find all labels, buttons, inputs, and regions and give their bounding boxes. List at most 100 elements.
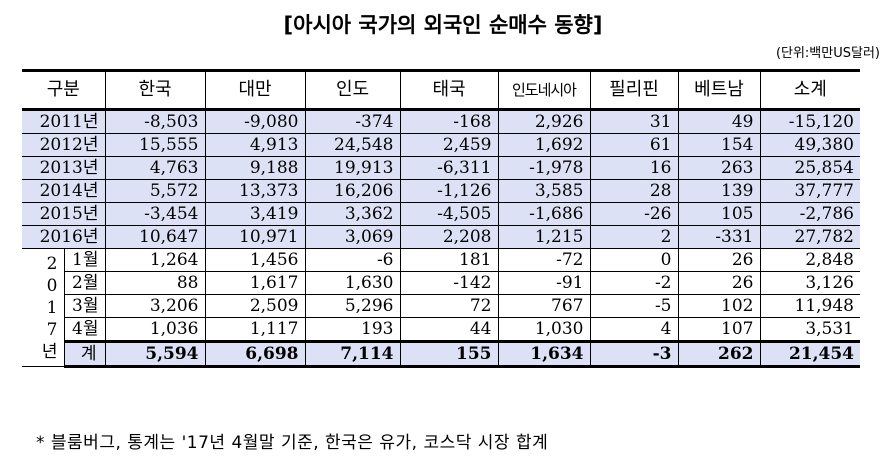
table-row-2017-apr: 4월 1,036 1,117 193 44 1,030 4 107 3,531 [22, 317, 860, 342]
cell: 1,630 [304, 271, 401, 295]
year-char: 2 [46, 253, 58, 274]
year-char: 7 [46, 319, 58, 340]
cell: 9,188 [204, 156, 306, 180]
header-thailand: 태국 [399, 69, 499, 111]
cell: 49,380 [759, 133, 860, 157]
cell: -142 [399, 271, 499, 295]
cell: 31 [589, 109, 679, 134]
page-title: [아시아 국가의 외국인 순매수 동향] [283, 13, 603, 37]
cell: 26 [677, 271, 761, 295]
cell: 5,594 [104, 340, 206, 368]
cell: 4,763 [104, 156, 206, 180]
cell: 2,459 [399, 133, 499, 157]
cell: 3,419 [204, 202, 306, 226]
cell: 263 [677, 156, 761, 180]
table-row-2012: 2012년 15,555 4,913 24,548 2,459 1,692 61… [22, 133, 860, 157]
net-buying-table: 구분 한국 대만 인도 태국 인도네시아 필리핀 베트남 소계 2011년 -8… [22, 69, 860, 368]
table-row-2011: 2011년 -8,503 -9,080 -374 -168 2,926 31 4… [22, 109, 860, 134]
cell: 2 [589, 225, 679, 249]
cell: 107 [677, 317, 761, 342]
cell: 37,777 [759, 179, 860, 203]
row-label: 2013년 [22, 156, 106, 180]
cell: 193 [304, 317, 401, 342]
cell: 1,036 [104, 317, 206, 342]
cell: 27,782 [759, 225, 860, 249]
cell: 1,456 [204, 248, 306, 272]
header-korea: 한국 [104, 69, 206, 111]
cell: -1,978 [497, 156, 591, 180]
table-row-2017-total: 계 5,594 6,698 7,114 155 1,634 -3 262 21,… [22, 340, 860, 368]
cell: 2,926 [497, 109, 591, 134]
header-vietnam: 베트남 [677, 69, 761, 111]
cell: 72 [399, 294, 499, 318]
cell: 3,585 [497, 179, 591, 203]
cell: 262 [677, 340, 761, 368]
cell: 24,548 [304, 133, 401, 157]
table-row-2017-feb: 2월 88 1,617 1,630 -142 -91 -2 26 3,126 [22, 271, 860, 295]
year-char: 년 [41, 341, 58, 362]
cell: 16,206 [304, 179, 401, 203]
cell: 154 [677, 133, 761, 157]
cell: 4 [589, 317, 679, 342]
cell: 2,208 [399, 225, 499, 249]
row-label: 2011년 [22, 109, 106, 134]
cell: -1,126 [399, 179, 499, 203]
cell: 28 [589, 179, 679, 203]
table-row-2015: 2015년 -3,454 3,419 3,362 -4,505 -1,686 -… [22, 202, 860, 226]
cell: 2,848 [759, 248, 860, 272]
cell: 3,362 [304, 202, 401, 226]
row-label: 2012년 [22, 133, 106, 157]
cell: 13,373 [204, 179, 306, 203]
month-label: 3월 [63, 294, 106, 318]
table-row-2017-mar: 3월 3,206 2,509 5,296 72 767 -5 102 11,94… [22, 294, 860, 318]
cell: 1,030 [497, 317, 591, 342]
cell: -15,120 [759, 109, 860, 134]
cell: -4,505 [399, 202, 499, 226]
cell: 767 [497, 294, 591, 318]
cell: 1,692 [497, 133, 591, 157]
cell: -8,503 [104, 109, 206, 134]
cell: -91 [497, 271, 591, 295]
cell: 15,555 [104, 133, 206, 157]
header-subtotal: 소계 [759, 69, 860, 111]
cell: -331 [677, 225, 761, 249]
cell: 3,126 [759, 271, 860, 295]
header-indonesia: 인도네시아 [497, 69, 591, 111]
cell: 3,206 [104, 294, 206, 318]
total-label: 계 [63, 340, 106, 368]
cell: 1,634 [497, 340, 591, 368]
cell: 44 [399, 317, 499, 342]
month-label: 2월 [63, 271, 106, 295]
header-philippines: 필리핀 [589, 69, 679, 111]
cell: 16 [589, 156, 679, 180]
month-label: 4월 [63, 317, 106, 342]
cell: -374 [304, 109, 401, 134]
cell: -6 [304, 248, 401, 272]
cell: -9,080 [204, 109, 306, 134]
cell: 7,114 [304, 340, 401, 368]
header-row: 구분 한국 대만 인도 태국 인도네시아 필리핀 베트남 소계 [22, 69, 860, 111]
cell: -6,311 [399, 156, 499, 180]
unit-label: (단위:백만US달러) [775, 46, 880, 61]
cell: 155 [399, 340, 499, 368]
year-char: 1 [46, 297, 58, 318]
cell: 0 [589, 248, 679, 272]
header-taiwan: 대만 [204, 69, 306, 111]
cell: 5,572 [104, 179, 206, 203]
cell: -1,686 [497, 202, 591, 226]
row-label: 2016년 [22, 225, 106, 249]
table-row-2013: 2013년 4,763 9,188 19,913 -6,311 -1,978 1… [22, 156, 860, 180]
cell: -26 [589, 202, 679, 226]
cell: -2 [589, 271, 679, 295]
row-label: 2015년 [22, 202, 106, 226]
cell: -168 [399, 109, 499, 134]
cell: 3,531 [759, 317, 860, 342]
cell: -5 [589, 294, 679, 318]
cell: -3 [589, 340, 679, 368]
cell: 181 [399, 248, 499, 272]
table-row-2017-jan: 2 0 1 7 년 1월 1,264 1,456 -6 181 -72 0 26… [22, 248, 860, 367]
cell: -2,786 [759, 202, 860, 226]
cell: 105 [677, 202, 761, 226]
cell: 3,069 [304, 225, 401, 249]
month-label: 1월 [63, 248, 106, 272]
